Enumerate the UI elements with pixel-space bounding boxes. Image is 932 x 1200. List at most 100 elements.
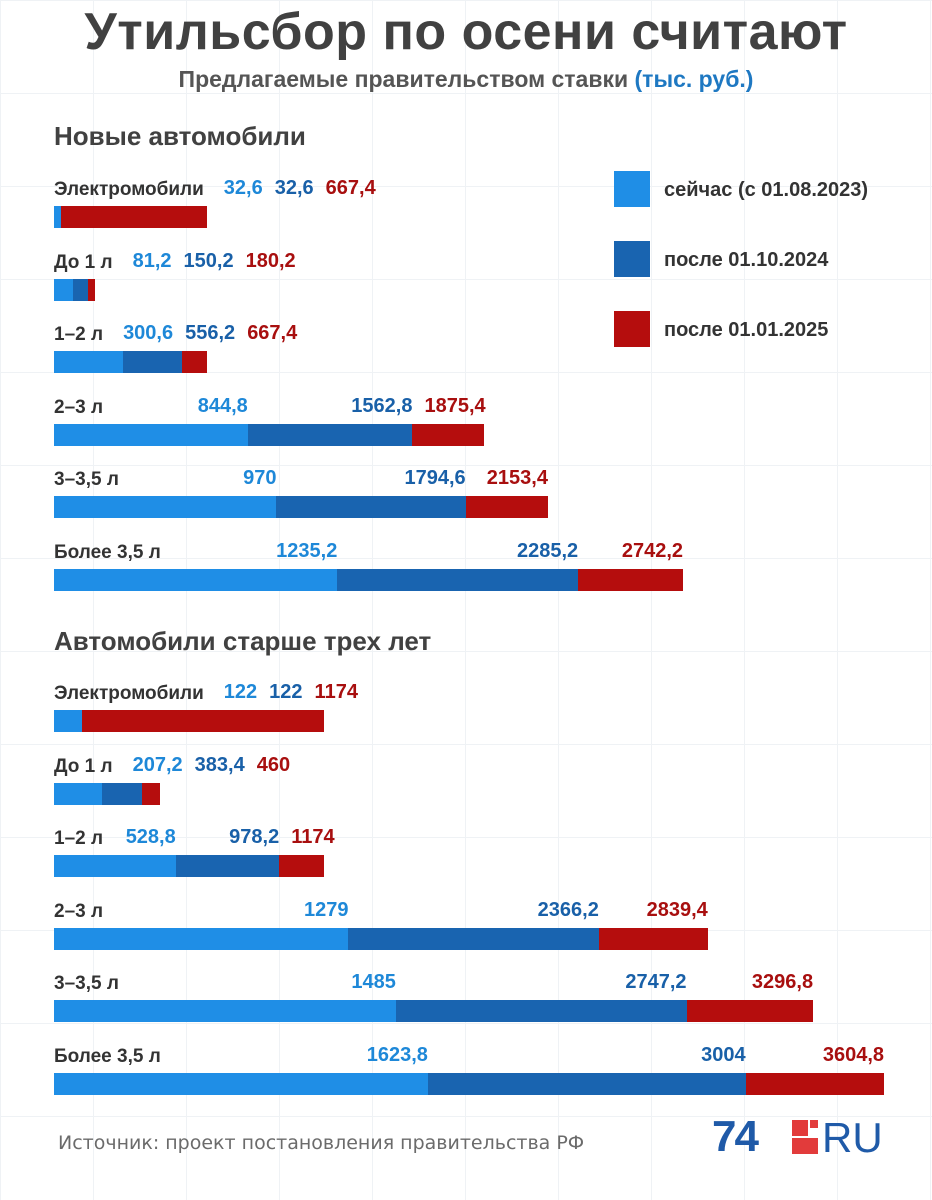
category-label-new: 3–3,5 л (54, 469, 119, 490)
value-label-new: 844,8 (197, 395, 248, 417)
page-subtitle: Предлагаемые правительством ставки (тыс.… (0, 66, 932, 93)
logo-square-icon (792, 1120, 808, 1136)
bar-segment-old (175, 855, 280, 877)
value-label-old: 1623,8 (366, 1044, 428, 1066)
bar-segment-new (247, 424, 413, 446)
value-label-old: 383,4 (194, 754, 245, 776)
value-label-old: 1279 (303, 899, 349, 921)
bar-segment-old (54, 855, 176, 877)
value-label-old: 2747,2 (625, 971, 687, 993)
bar-segment-old (54, 783, 102, 805)
value-label-old: 1485 (351, 971, 396, 993)
category-label-old: 1–2 л (54, 828, 104, 849)
value-label-old: 122 (223, 681, 258, 703)
value-label-new: 2285,2 (517, 540, 579, 562)
value-label-new: 1235,2 (276, 540, 338, 562)
value-label-new: 556,2 (185, 322, 236, 344)
value-label-new: 81,2 (132, 250, 172, 272)
value-label-old: 1174 (291, 826, 335, 848)
value-label-old: 528,8 (125, 826, 176, 848)
logo-number: 74 (712, 1112, 759, 1161)
legend-swatch-current (614, 171, 650, 207)
category-label-old: 2–3 л (54, 901, 104, 922)
bar-segment-old (54, 1073, 428, 1095)
value-label-new: 1794,6 (404, 467, 466, 489)
bar-segment-new (122, 351, 182, 373)
legend-label-jan-2025: после 01.01.2025 (664, 319, 829, 341)
bar-segment-new (276, 496, 466, 518)
subtitle-text: Предлагаемые правительством ставки (178, 66, 629, 92)
value-label-old: 3604,8 (822, 1044, 884, 1066)
value-label-old: 978,2 (229, 826, 280, 848)
source-note: Источник: проект постановления правитель… (58, 1132, 585, 1154)
value-label-old: 460 (256, 754, 291, 776)
bar-segment-old (54, 928, 349, 950)
category-label-old: До 1 л (54, 756, 113, 777)
bar-segment-old (54, 710, 83, 732)
value-label-new: 970 (243, 467, 277, 489)
bar-segment-old (686, 1000, 814, 1022)
section-title-old-cars: Автомобили старше трех лет (54, 626, 432, 656)
bar-segment-new (54, 496, 277, 518)
value-label-new: 2742,2 (621, 540, 683, 562)
category-label-new: Электромобили (54, 179, 204, 200)
category-label-new: До 1 л (54, 252, 113, 273)
page-title: Утильсбор по осени считают (84, 3, 848, 61)
bar-segment-new (54, 424, 248, 446)
bar-segment-old (101, 783, 143, 805)
bar-segment-new (54, 279, 73, 301)
bar-segment-old (82, 710, 325, 732)
category-label-old: Электромобили (54, 683, 204, 704)
legend-swatch-oct-2024 (614, 241, 650, 277)
value-label-old: 3004 (701, 1044, 746, 1066)
section-title-new-cars: Новые автомобили (54, 121, 306, 151)
value-label-old: 1174 (314, 681, 358, 703)
bar-segment-old (54, 1000, 396, 1022)
bar-segment-old (348, 928, 599, 950)
value-label-old: 3296,8 (751, 971, 814, 993)
bar-segment-old (279, 855, 325, 877)
category-label-new: 1–2 л (54, 324, 104, 345)
bar-segment-new (88, 279, 96, 301)
value-label-new: 2153,4 (486, 467, 548, 489)
bar-segment-new (54, 206, 62, 228)
value-label-new: 32,6 (223, 177, 263, 199)
bar-segment-old (427, 1073, 746, 1095)
value-label-new: 667,4 (247, 322, 298, 344)
category-label-new: 2–3 л (54, 397, 104, 418)
value-label-new: 1562,8 (351, 395, 413, 417)
value-label-old: 122 (269, 681, 303, 703)
category-label-old: 3–3,5 л (54, 973, 119, 994)
value-label-old: 2839,4 (646, 899, 708, 921)
value-label-new: 150,2 (183, 250, 234, 272)
value-label-new: 300,6 (123, 322, 174, 344)
bar-segment-new (54, 351, 123, 373)
category-label-new: Более 3,5 л (54, 542, 161, 563)
bar-segment-new (72, 279, 89, 301)
bar-segment-old (142, 783, 160, 805)
bar-segment-new (412, 424, 485, 446)
value-label-new: 32,6 (274, 177, 314, 199)
legend-swatch-jan-2025 (614, 311, 650, 347)
bar-segment-new (181, 351, 208, 373)
value-label-old: 2366,2 (537, 899, 599, 921)
legend-label-oct-2024: после 01.10.2024 (664, 249, 829, 271)
site-logo: 74 RU (712, 1112, 892, 1162)
subtitle-unit: (тыс. руб.) (634, 66, 754, 92)
bar-segment-old (598, 928, 708, 950)
bar-segment-new (337, 569, 579, 591)
bar-segment-new (54, 569, 338, 591)
value-label-new: 180,2 (245, 250, 296, 272)
bar-segment-new (578, 569, 683, 591)
category-label-old: Более 3,5 л (54, 1046, 161, 1067)
value-label-old: 207,2 (132, 754, 183, 776)
bar-segment-new (61, 206, 208, 228)
value-label-new: 1875,4 (424, 395, 486, 417)
bar-segment-new (465, 496, 548, 518)
bar-segment-old (745, 1073, 884, 1095)
logo-square-wide-icon (792, 1138, 818, 1154)
logo-suffix: RU (822, 1114, 883, 1161)
value-label-new: 667,4 (325, 177, 376, 199)
bar-segment-old (395, 1000, 687, 1022)
legend-label-current: сейчас (с 01.08.2023) (664, 179, 869, 201)
